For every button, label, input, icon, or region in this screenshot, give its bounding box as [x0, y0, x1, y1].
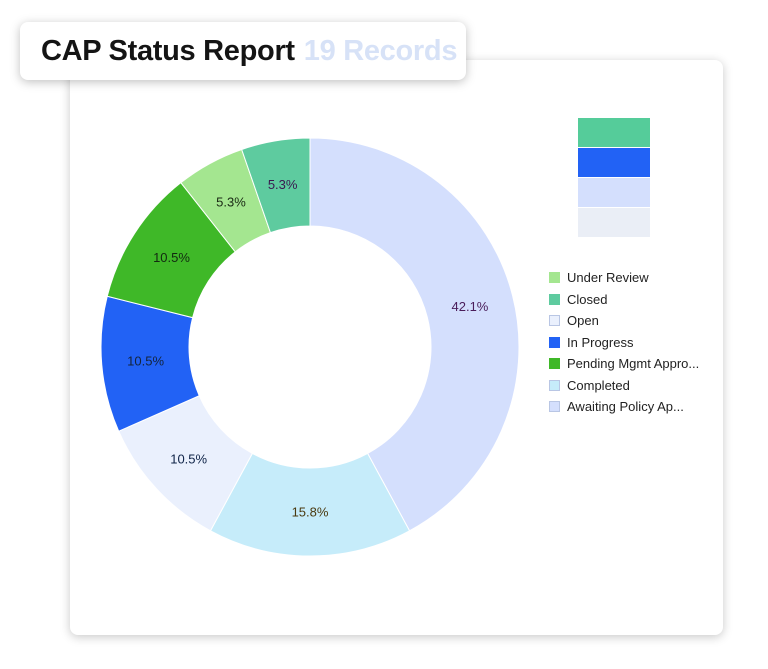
legend-marker [549, 358, 560, 370]
legend-label: Awaiting Policy Ap... [567, 399, 684, 415]
legend-marker [549, 401, 560, 413]
legend-marker [549, 293, 560, 305]
swatch-block [578, 208, 650, 237]
slice-data-label: 10.5% [153, 250, 190, 265]
report-title-pill: CAP Status Report 19 Records [20, 22, 466, 80]
donut-slice-0[interactable] [309, 137, 520, 532]
legend-label: Under Review [567, 270, 649, 286]
legend-item[interactable]: Awaiting Policy Ap... [549, 396, 699, 418]
legend-label: Completed [567, 377, 630, 393]
donut-slice-6[interactable] [241, 137, 311, 234]
slice-data-label: 15.8% [292, 505, 329, 520]
slice-data-label: 5.3% [216, 195, 246, 210]
slice-data-label: 42.1% [452, 299, 489, 314]
legend-label: Closed [567, 291, 608, 307]
legend-item[interactable]: Closed [549, 289, 699, 311]
legend-item[interactable]: Open [549, 310, 699, 332]
legend-item[interactable]: Pending Mgmt Appro... [549, 353, 699, 375]
report-title: CAP Status Report [41, 34, 295, 67]
legend-item[interactable]: Completed [549, 375, 699, 397]
legend-label: Pending Mgmt Appro... [567, 356, 700, 372]
swatch-block [578, 178, 650, 207]
legend-item[interactable]: Under Review [549, 267, 699, 289]
legend-marker [549, 315, 560, 327]
legend-marker [549, 379, 560, 391]
swatch-block [578, 118, 650, 147]
legend-marker [549, 336, 560, 348]
swatch-block [578, 148, 650, 177]
legend-item[interactable]: In Progress [549, 332, 699, 354]
record-count: 19 Records [303, 34, 458, 67]
chart-legend: Under Review Closed Open In Progress Pending… [549, 267, 699, 418]
slice-data-label: 5.3% [268, 177, 298, 192]
legend-label: Open [567, 313, 599, 329]
legend-marker [549, 272, 560, 284]
legend-label: In Progress [567, 334, 634, 350]
slice-data-label: 10.5% [127, 353, 164, 368]
slice-data-label: 10.5% [170, 451, 207, 466]
